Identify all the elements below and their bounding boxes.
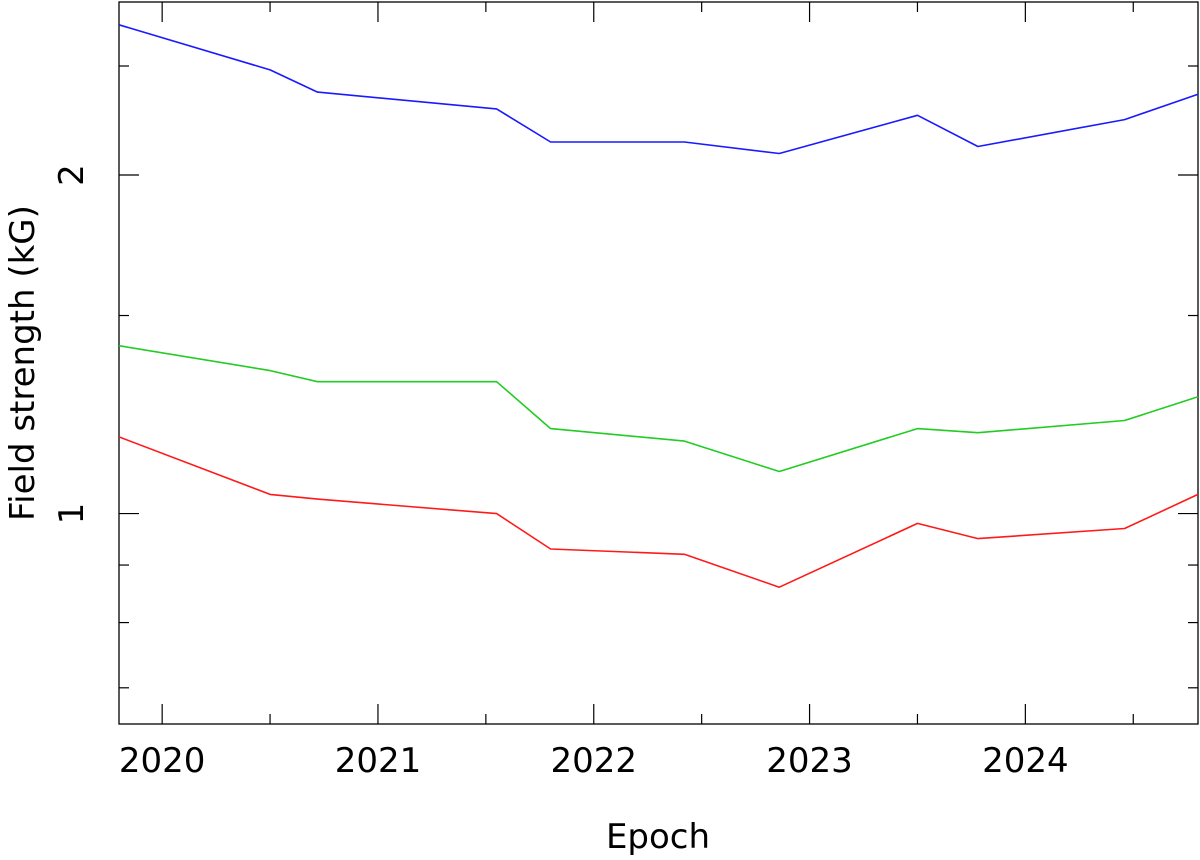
y-tick-label: 2 bbox=[52, 164, 92, 186]
x-tick-label: 2024 bbox=[982, 741, 1069, 781]
series-line-2 bbox=[118, 344, 1199, 473]
series-line-1 bbox=[118, 24, 1199, 155]
x-tick-label: 2022 bbox=[550, 741, 637, 781]
series-group bbox=[118, 24, 1199, 589]
tick-labels: 2020 2021 2022 2023 2024 1 2 bbox=[52, 164, 1069, 781]
y-axis-label: Field strength (kG) bbox=[3, 205, 43, 521]
x-axis-label: Epoch bbox=[606, 817, 710, 857]
plot-frame bbox=[118, 1, 1199, 725]
ticks bbox=[119, 2, 1198, 724]
x-tick-label: 2023 bbox=[766, 741, 853, 781]
x-tick-label: 2021 bbox=[335, 741, 422, 781]
x-tick-label: 2020 bbox=[119, 741, 206, 781]
series-line-3 bbox=[118, 436, 1199, 589]
y-tick-label: 1 bbox=[52, 503, 92, 525]
